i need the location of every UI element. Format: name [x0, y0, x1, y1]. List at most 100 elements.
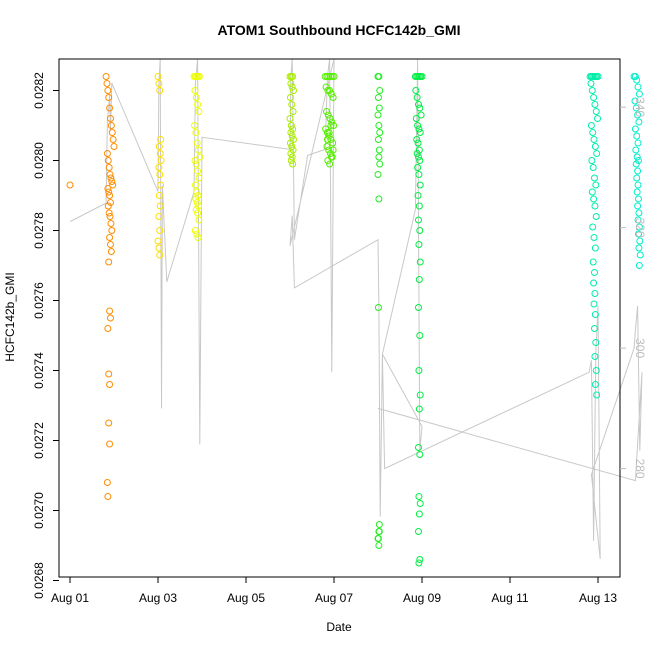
data-point [632, 160, 640, 168]
data-point [192, 206, 200, 213]
data-point [103, 479, 111, 486]
data-point [194, 209, 202, 217]
data-point [635, 90, 643, 98]
data-point [415, 241, 423, 248]
data-point [330, 122, 338, 129]
data-point [288, 153, 296, 161]
data-point [109, 136, 117, 143]
data-point [194, 167, 202, 175]
data-point [594, 115, 602, 122]
data-point [414, 101, 422, 108]
data-point [106, 241, 114, 248]
data-point [589, 258, 597, 266]
data-point [633, 153, 641, 161]
data-point [327, 90, 335, 98]
data-point [326, 87, 334, 94]
data-point [590, 279, 598, 287]
data-point [589, 164, 597, 171]
data-point [105, 419, 113, 427]
data-point [636, 251, 644, 259]
data-point [633, 174, 641, 182]
data-point [375, 521, 383, 528]
data-point [593, 150, 601, 157]
data-point [286, 139, 294, 147]
data-point [155, 80, 163, 87]
data-point [108, 227, 116, 234]
data-point [589, 129, 597, 136]
data-point [374, 94, 382, 101]
data-point [327, 153, 335, 161]
data-point [634, 83, 642, 91]
data-point [108, 129, 116, 136]
data-point [418, 73, 426, 80]
y-axis-label: HCFC142b_GMI [3, 272, 17, 361]
data-point [195, 216, 203, 224]
data-point [194, 146, 202, 154]
data-point [289, 125, 297, 133]
data-points-layer [66, 73, 644, 567]
data-point [155, 213, 163, 220]
data-point [635, 262, 643, 269]
data-point [104, 157, 112, 164]
data-point [591, 353, 599, 360]
data-point [587, 80, 595, 87]
data-point [415, 146, 423, 154]
data-point [326, 160, 334, 168]
y-tick-label: 0.0270 [32, 492, 46, 529]
y-tick-label: 0.0278 [32, 212, 46, 249]
data-point [635, 118, 643, 126]
data-point [414, 153, 422, 161]
data-point [105, 188, 113, 196]
data-point [287, 150, 295, 157]
chart-title: ATOM1 Southbound HCFC142b_GMI [218, 22, 461, 38]
data-point [106, 307, 114, 315]
data-point [376, 160, 384, 168]
data-point [156, 251, 164, 259]
data-point [413, 94, 421, 101]
data-point [287, 80, 295, 87]
data-point [590, 195, 598, 203]
data-point [193, 230, 201, 238]
x-tick-label: Aug 07 [315, 591, 353, 605]
x-tick-label: Aug 13 [579, 591, 617, 605]
data-point [634, 111, 642, 119]
data-point [192, 160, 200, 168]
data-point [323, 136, 331, 143]
plot-frame [58, 58, 621, 578]
data-point [155, 244, 163, 252]
data-point [106, 192, 114, 199]
data-point [375, 528, 383, 535]
data-point [635, 209, 643, 217]
data-point [193, 139, 201, 147]
data-point [588, 87, 596, 94]
data-point [414, 444, 422, 451]
data-point [103, 150, 111, 157]
data-point [415, 367, 423, 374]
y-tick-label: 0.0282 [32, 72, 46, 109]
data-point [157, 157, 165, 164]
data-point [414, 164, 422, 171]
data-point [591, 311, 599, 318]
data-point [589, 223, 597, 231]
data-point [632, 146, 640, 154]
data-point [325, 129, 333, 136]
data-point [375, 104, 383, 112]
data-point [191, 122, 199, 129]
data-point [288, 143, 296, 150]
data-point [106, 104, 114, 112]
data-point [329, 146, 337, 154]
data-point [103, 80, 111, 87]
data-point [592, 339, 600, 346]
x-tick-label: Aug 05 [227, 591, 265, 605]
data-point [591, 202, 599, 210]
data-point [156, 227, 164, 234]
y-axis-left: 0.0268 0.0270 0.0272 0.0274 0.0276 0.0278 0.02… [32, 72, 59, 599]
data-point [631, 125, 639, 133]
data-point [106, 213, 114, 220]
data-point [375, 195, 383, 203]
data-point [104, 325, 112, 332]
y-tick-label: 0.0274 [32, 352, 46, 389]
data-point [105, 94, 113, 101]
data-point [286, 115, 294, 122]
data-point [156, 87, 164, 94]
